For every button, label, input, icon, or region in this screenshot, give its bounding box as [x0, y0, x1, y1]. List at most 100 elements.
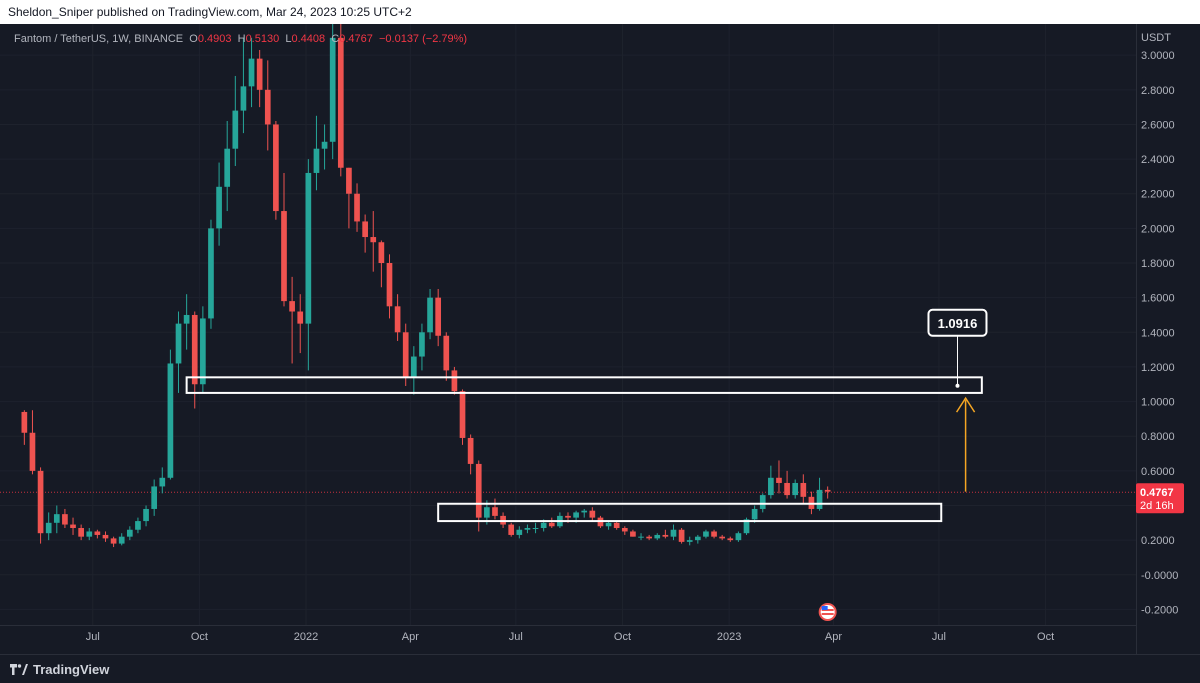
candle	[678, 528, 685, 544]
candle-body	[776, 477, 782, 483]
candle	[78, 524, 84, 541]
candle-body	[459, 391, 466, 438]
candle-body	[784, 482, 790, 496]
candle	[329, 24, 336, 160]
candle-body	[78, 528, 84, 537]
candle	[630, 529, 636, 537]
tradingview-brand[interactable]: TradingView	[10, 660, 109, 678]
candle-body	[792, 482, 799, 496]
callout-label: 1.0916	[938, 316, 978, 331]
candle	[37, 467, 44, 544]
candle	[29, 410, 36, 475]
candle	[378, 240, 385, 288]
chart-area[interactable]: 1.0916 3.0000 2.8000 2.6000 2.4000 2.2000 2.0…	[0, 24, 1200, 654]
candle	[703, 529, 709, 539]
candle	[686, 536, 693, 546]
candle-body	[565, 515, 571, 518]
low-value: 0.4408	[291, 33, 326, 45]
candle-body	[751, 508, 758, 520]
candle-body	[29, 432, 36, 471]
candle	[492, 498, 498, 520]
candle-body	[800, 482, 807, 497]
candle	[200, 306, 206, 393]
candle-body	[346, 167, 352, 194]
candle-body	[159, 477, 166, 487]
candle-body	[94, 531, 101, 535]
y-tick-label: 1.6000	[1141, 293, 1175, 305]
candle	[646, 534, 652, 541]
candle-body	[143, 508, 149, 522]
candle	[508, 522, 515, 537]
candle-body	[662, 534, 669, 537]
candle	[532, 522, 539, 534]
resistance-zone-box[interactable]	[185, 376, 983, 394]
candle	[467, 434, 474, 475]
candle-body	[183, 314, 190, 324]
price-axis[interactable]: 3.0000 2.8000 2.6000 2.4000 2.2000 2.0000 1.80…	[1136, 24, 1184, 654]
annotations-front[interactable]: 1.0916	[185, 308, 988, 621]
candle-body	[175, 323, 182, 364]
close-label: C	[331, 33, 340, 45]
candle-body	[110, 538, 117, 544]
symbol-legend[interactable]: Fantom / TetherUS, 1W, BINANCE O0.4903 H…	[14, 33, 467, 45]
candle	[751, 505, 758, 523]
candle-body	[621, 528, 628, 532]
countdown-label: 2d 16h	[1140, 500, 1174, 512]
candle-body	[768, 477, 774, 496]
y-tick-label: 1.8000	[1141, 258, 1175, 270]
candle	[548, 517, 555, 529]
candle	[175, 311, 182, 393]
candle-body	[289, 301, 295, 312]
candle	[581, 508, 588, 518]
candle	[216, 162, 222, 246]
last-price-label: 0.4767	[1140, 487, 1174, 499]
support-zone-box[interactable]	[437, 502, 943, 523]
candle-body	[264, 89, 271, 125]
candle-body	[508, 524, 515, 535]
candle	[94, 529, 101, 539]
candle-body	[735, 533, 742, 541]
candle	[435, 288, 442, 347]
candle	[289, 276, 295, 364]
callout-box[interactable]	[927, 308, 988, 337]
symbol-title[interactable]: Fantom / TetherUS, 1W, BINANCE	[14, 33, 184, 45]
candle-body	[532, 528, 539, 530]
candle	[110, 536, 117, 548]
candle	[386, 254, 393, 319]
candle	[305, 159, 312, 371]
candle-body	[824, 489, 831, 492]
candle-body	[686, 540, 693, 542]
price-chart[interactable]: 1.0916 3.0000 2.8000 2.6000 2.4000 2.2000 2.0…	[0, 24, 1200, 654]
candle	[776, 460, 782, 494]
candle-body	[151, 486, 158, 509]
candle-body	[435, 297, 442, 336]
candle	[135, 517, 141, 534]
candle-body	[167, 363, 174, 478]
candle	[719, 534, 726, 541]
candle	[53, 505, 60, 534]
y-tick-label: 3.0000	[1141, 50, 1175, 62]
candle	[784, 470, 790, 499]
candle-body	[102, 534, 109, 539]
last-price-badge[interactable]	[1136, 483, 1184, 514]
us-flag-icon[interactable]	[818, 603, 837, 621]
candle-body	[126, 529, 133, 537]
candle-body	[305, 172, 312, 324]
candle-body	[62, 514, 68, 525]
candle-body	[727, 538, 734, 541]
x-tick-label: Jul	[86, 631, 100, 643]
candle	[670, 524, 677, 541]
candle	[240, 37, 247, 134]
candle	[768, 465, 774, 499]
brand-name: TradingView	[33, 661, 110, 677]
candle	[143, 505, 149, 527]
candle-body	[37, 470, 44, 534]
candle	[337, 24, 344, 177]
candle	[313, 115, 320, 191]
y-tick-label: 2.8000	[1141, 85, 1175, 97]
time-axis[interactable]: Jul Oct 2022 Apr Jul Oct 2023 Apr Jul Oct	[0, 625, 1136, 644]
candle-body	[45, 522, 52, 534]
candle-body	[484, 507, 490, 518]
candle-body	[118, 536, 125, 544]
x-tick-label: 2023	[717, 631, 741, 643]
